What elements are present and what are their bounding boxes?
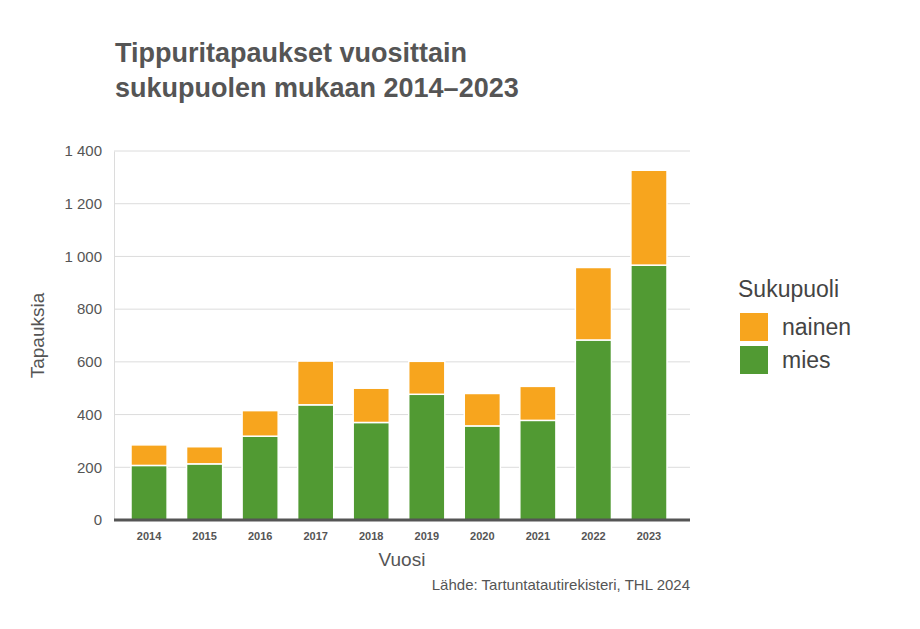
x-tick-label: 2015	[192, 530, 216, 542]
y-tick: 800	[77, 300, 114, 317]
y-tick: 1 200	[64, 195, 114, 212]
x-tick-label: 2018	[359, 530, 383, 542]
bar-segment	[409, 394, 445, 520]
y-axis-title: Tapauksia	[27, 292, 48, 378]
y-tick: 600	[77, 353, 114, 370]
x-axis-line	[114, 519, 690, 522]
x-tick-label: 2017	[303, 530, 327, 542]
bar-segment	[353, 422, 389, 520]
y-tick-label: 1 000	[64, 248, 102, 265]
grid-line	[114, 203, 690, 204]
x-tick-label: 2020	[470, 530, 494, 542]
y-tick-label: 0	[94, 511, 102, 528]
y-tick: 1 000	[64, 248, 114, 265]
bar-segment	[353, 388, 389, 422]
bar-segment	[242, 436, 278, 520]
legend-swatch	[740, 313, 768, 341]
x-tick: 2014	[137, 520, 162, 542]
title-line: sukupuolen mukaan 2014–2023	[115, 73, 519, 103]
x-tick-label: 2016	[248, 530, 272, 542]
grid-line	[114, 151, 690, 152]
bar-segment	[464, 426, 500, 520]
bars	[131, 170, 667, 520]
y-tick-label: 800	[77, 300, 102, 317]
legend-label: nainen	[782, 314, 851, 340]
grid-line	[114, 256, 690, 257]
x-tick: 2018	[359, 520, 383, 542]
y-tick-label: 1 400	[64, 142, 102, 159]
bar-segment	[298, 405, 334, 520]
bar-segment	[464, 393, 500, 425]
y-axis: 0 200 400 600 800 1 000 1 200 1 400	[64, 142, 114, 528]
x-tick-label: 2014	[137, 530, 162, 542]
bar-segment	[631, 170, 667, 265]
bar-segment	[409, 361, 445, 394]
bar-segment	[131, 465, 167, 520]
x-tick-label: 2021	[526, 530, 550, 542]
bar-segment	[631, 265, 667, 520]
x-axis-title: Vuosi	[379, 549, 426, 570]
bar-segment	[242, 411, 278, 437]
legend: Sukupuoli nainen mies	[738, 276, 851, 374]
x-tick: 2023	[637, 520, 661, 542]
x-axis: 2014 2015 2016 2017 2018 2019 2020 2021 2022 2023	[114, 520, 690, 542]
y-tick-label: 400	[77, 406, 102, 423]
grid-line	[114, 520, 690, 521]
x-tick: 2015	[192, 520, 216, 542]
chart-svg: Tippuritapaukset vuosittain sukupuolen mu…	[0, 0, 920, 629]
x-tick: 2017	[303, 520, 327, 542]
title: Tippuritapaukset vuosittain sukupuolen mu…	[115, 38, 519, 103]
y-tick-label: 1 200	[64, 195, 102, 212]
grid	[114, 151, 690, 520]
legend-swatch	[740, 346, 768, 374]
legend-label: mies	[782, 347, 831, 373]
source: Lähde: Tartuntatautirekisteri, THL 2024	[432, 576, 690, 593]
bar-segment	[575, 340, 611, 520]
bar-segment	[575, 267, 611, 339]
x-tick-label: 2022	[581, 530, 605, 542]
y-axis-line	[114, 152, 115, 521]
y-tick: 400	[77, 406, 114, 423]
x-tick-label: 2023	[637, 530, 661, 542]
x-tick: 2016	[248, 520, 272, 542]
x-tick: 2022	[581, 520, 605, 542]
x-tick: 2021	[526, 520, 550, 542]
x-tick-label: 2019	[415, 530, 439, 542]
y-tick-label: 200	[77, 459, 102, 476]
bar-segment	[187, 464, 223, 520]
y-tick: 1 400	[64, 142, 114, 159]
x-tick: 2020	[470, 520, 494, 542]
bar-segment	[520, 420, 556, 520]
y-tick: 0	[94, 511, 114, 528]
title-line: Tippuritapaukset vuosittain	[115, 38, 467, 68]
x-tick: 2019	[415, 520, 439, 542]
bar-segment	[187, 447, 223, 464]
y-tick: 200	[77, 459, 114, 476]
bar-segment	[520, 386, 556, 420]
bar-segment	[298, 361, 334, 405]
bar-segment	[131, 445, 167, 466]
legend-title: Sukupuoli	[738, 276, 839, 302]
y-tick-label: 600	[77, 353, 102, 370]
